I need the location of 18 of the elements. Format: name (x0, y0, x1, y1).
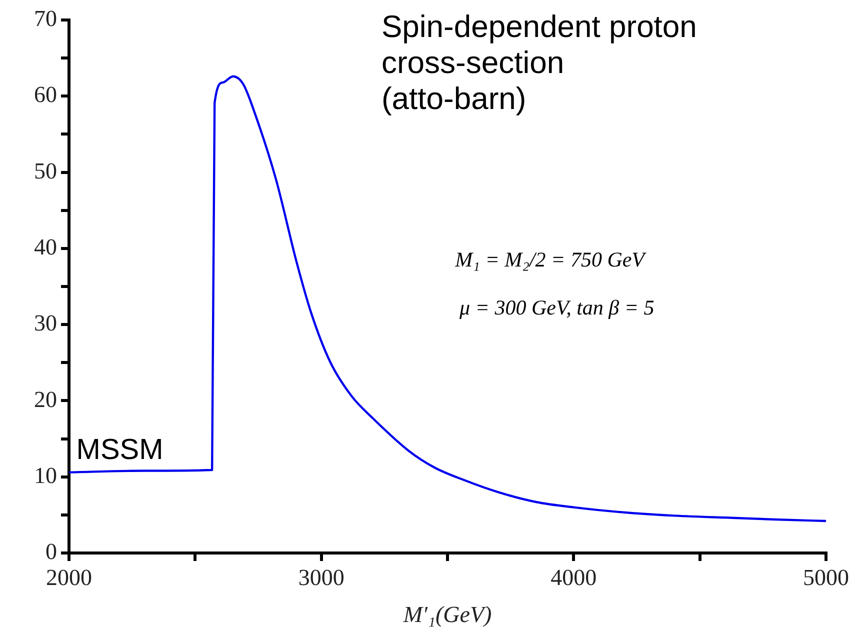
y-tick-label: 50 (34, 158, 57, 184)
y-tick-label: 30 (34, 310, 57, 336)
y-tick-label: 0 (46, 539, 57, 564)
y-tick-label: 70 (34, 6, 57, 32)
x-tick-label: 3000 (298, 564, 344, 590)
y-tick-label: 10 (34, 462, 57, 488)
annotation: MSSM (76, 434, 164, 466)
y-tick-label: 20 (34, 386, 57, 412)
annotation: Spin-dependent proton cross-section (atto-barn) (381, 8, 697, 116)
annotation: M₁ = M₂/2 = 750 GeV (454, 247, 647, 272)
annotation: μ = 300 GeV, tan β = 5 (458, 296, 654, 320)
y-tick-label: 60 (34, 82, 57, 108)
x-tick-label: 4000 (550, 564, 597, 590)
line-series (69, 75, 826, 522)
x-axis-title: M′₁(GeV) (402, 602, 492, 628)
x-tick-label: 5000 (803, 564, 849, 590)
x-tick-label: 2000 (46, 564, 92, 590)
y-tick-label: 40 (34, 234, 57, 260)
